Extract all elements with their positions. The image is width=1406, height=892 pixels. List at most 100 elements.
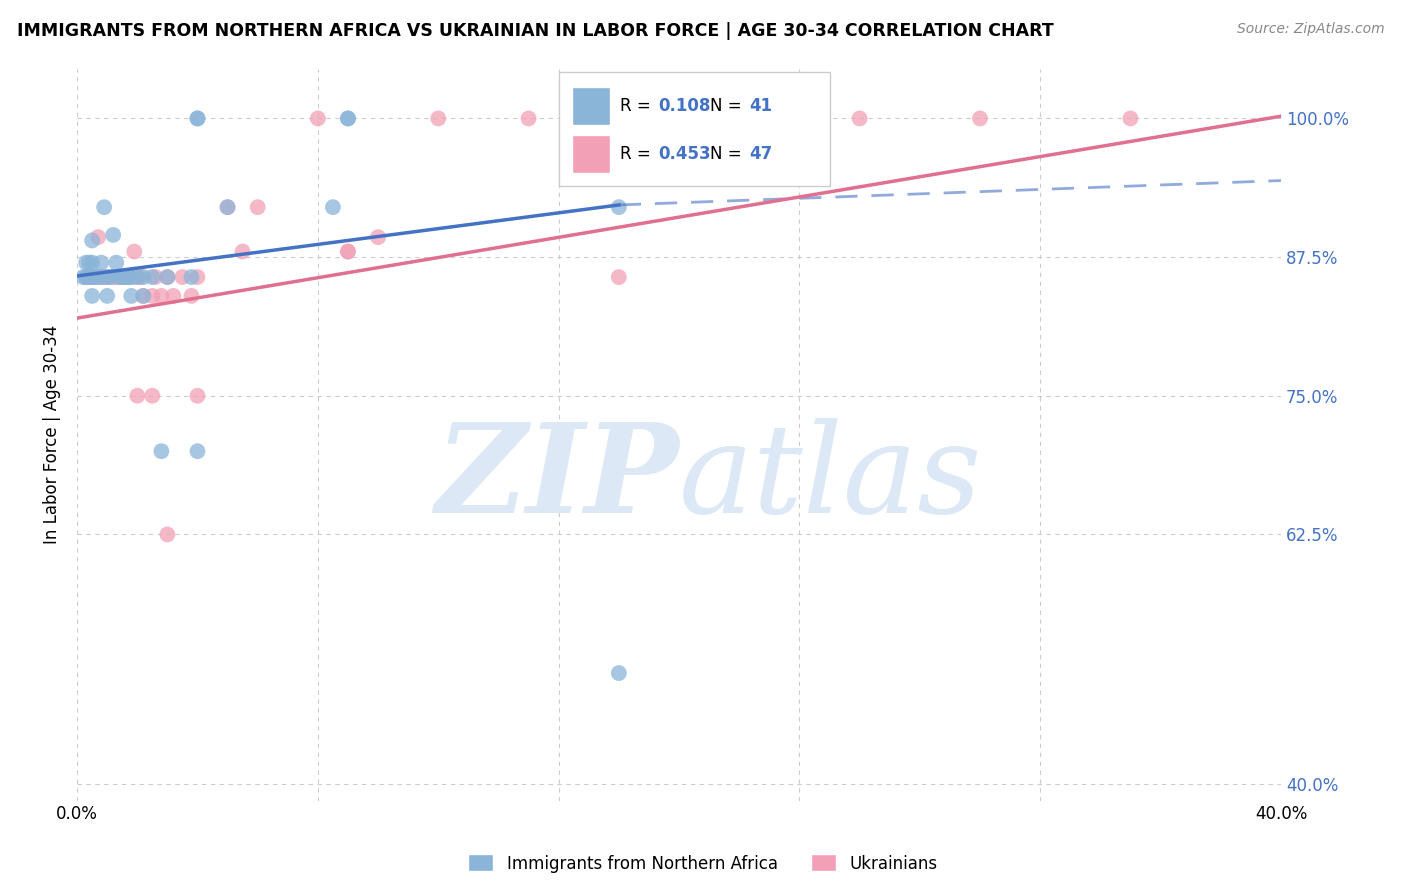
Point	[108, 270, 131, 285]
FancyBboxPatch shape	[558, 72, 830, 186]
Point	[217, 200, 239, 214]
Point	[172, 270, 194, 285]
FancyBboxPatch shape	[572, 87, 610, 125]
Point	[90, 255, 112, 269]
Point	[969, 112, 991, 126]
Point	[82, 289, 104, 303]
Point	[607, 666, 630, 681]
Text: N =: N =	[710, 97, 747, 115]
Point	[141, 289, 163, 303]
Point	[96, 270, 118, 285]
Point	[607, 270, 630, 285]
Text: atlas: atlas	[679, 417, 983, 540]
Point	[124, 244, 146, 259]
Point	[82, 234, 104, 248]
Point	[607, 112, 630, 126]
Point	[75, 270, 97, 285]
Text: R =: R =	[620, 145, 657, 163]
Point	[93, 200, 115, 214]
Point	[427, 112, 450, 126]
Point	[336, 244, 359, 259]
Point	[132, 289, 155, 303]
Point	[336, 112, 359, 126]
Point	[156, 270, 179, 285]
Point	[114, 270, 136, 285]
Point	[96, 289, 118, 303]
Point	[82, 270, 104, 285]
Point	[127, 270, 149, 285]
Text: IMMIGRANTS FROM NORTHERN AFRICA VS UKRAINIAN IN LABOR FORCE | AGE 30-34 CORRELAT: IMMIGRANTS FROM NORTHERN AFRICA VS UKRAI…	[17, 22, 1053, 40]
Point	[84, 270, 107, 285]
Point	[129, 270, 152, 285]
Point	[367, 230, 389, 244]
Point	[77, 255, 100, 269]
Point	[186, 444, 208, 458]
Text: Source: ZipAtlas.com: Source: ZipAtlas.com	[1237, 22, 1385, 37]
Point	[186, 270, 208, 285]
Point	[120, 270, 142, 285]
Point	[120, 270, 142, 285]
Text: 0.453: 0.453	[658, 145, 711, 163]
Point	[162, 289, 184, 303]
Point	[141, 389, 163, 403]
Point	[186, 389, 208, 403]
Point	[84, 270, 107, 285]
Point	[143, 270, 166, 285]
Point	[150, 444, 173, 458]
Point	[117, 270, 139, 285]
Point	[132, 289, 155, 303]
Point	[105, 270, 128, 285]
Point	[75, 255, 97, 269]
FancyBboxPatch shape	[572, 135, 610, 173]
Text: 0.108: 0.108	[658, 97, 711, 115]
Point	[93, 270, 115, 285]
Point	[186, 112, 208, 126]
Point	[90, 270, 112, 285]
Point	[87, 230, 110, 244]
Point	[156, 527, 179, 541]
Point	[114, 270, 136, 285]
Point	[103, 227, 125, 242]
Point	[322, 200, 344, 214]
Point	[111, 270, 134, 285]
Point	[180, 289, 202, 303]
Point	[120, 289, 142, 303]
Point	[156, 270, 179, 285]
Point	[336, 112, 359, 126]
Point	[1119, 112, 1142, 126]
Text: N =: N =	[710, 145, 747, 163]
Point	[150, 289, 173, 303]
Point	[668, 112, 690, 126]
Point	[117, 270, 139, 285]
Point	[132, 270, 155, 285]
Point	[517, 112, 540, 126]
Point	[77, 270, 100, 285]
Point	[217, 200, 239, 214]
Text: 47: 47	[749, 145, 772, 163]
Point	[72, 270, 94, 285]
Point	[186, 112, 208, 126]
Point	[82, 255, 104, 269]
Point	[103, 270, 125, 285]
Text: 41: 41	[749, 97, 772, 115]
Point	[336, 244, 359, 259]
Point	[307, 112, 329, 126]
Point	[607, 200, 630, 214]
Text: ZIP: ZIP	[436, 417, 679, 540]
Point	[108, 270, 131, 285]
Point	[98, 270, 121, 285]
Point	[141, 270, 163, 285]
Point	[75, 270, 97, 285]
Point	[82, 270, 104, 285]
Point	[98, 270, 121, 285]
Point	[96, 270, 118, 285]
Point	[127, 270, 149, 285]
Point	[848, 112, 870, 126]
Point	[111, 270, 134, 285]
Point	[232, 244, 254, 259]
Point	[90, 270, 112, 285]
Legend: Immigrants from Northern Africa, Ukrainians: Immigrants from Northern Africa, Ukraini…	[461, 847, 945, 880]
Text: R =: R =	[620, 97, 657, 115]
Point	[87, 270, 110, 285]
Y-axis label: In Labor Force | Age 30-34: In Labor Force | Age 30-34	[44, 325, 60, 544]
